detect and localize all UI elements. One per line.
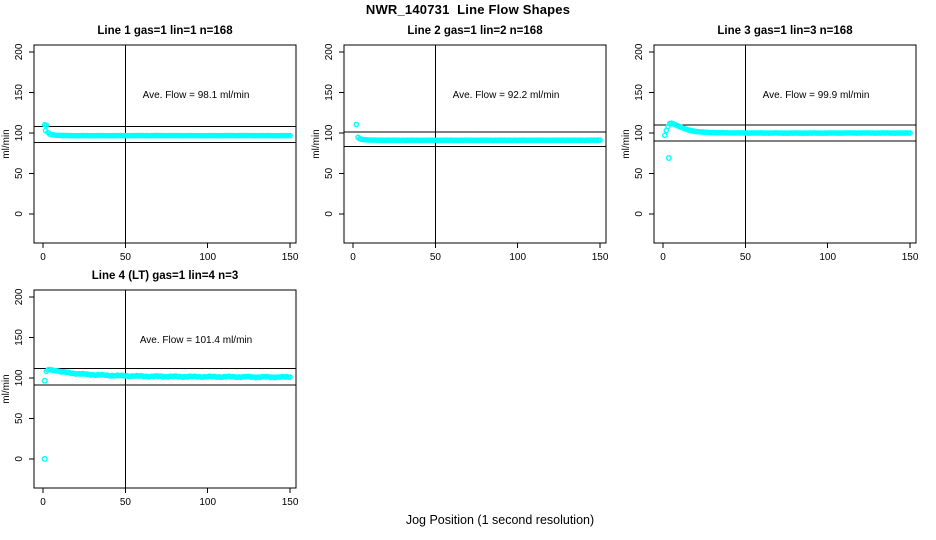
x-tick-label: 100 [199, 252, 216, 263]
y-tick-label: 200 [634, 43, 645, 60]
y-tick-label: 0 [634, 211, 645, 217]
x-tick-label: 50 [430, 252, 442, 263]
subplot-title: Line 1 gas=1 lin=1 n=168 [97, 25, 233, 37]
flow-point [907, 130, 913, 136]
x-tick-label: 100 [199, 497, 216, 508]
y-tick-label: 50 [14, 412, 25, 424]
y-tick-label: 200 [14, 288, 25, 305]
ave-flow-annotation: Ave. Flow = 101.4 ml/min [140, 335, 252, 346]
y-tick-label: 0 [14, 211, 25, 217]
y-tick-label: 100 [14, 124, 25, 141]
y-tick-label: 0 [14, 456, 25, 462]
x-tick-label: 150 [282, 497, 299, 508]
ave-flow-annotation: Ave. Flow = 92.2 ml/min [453, 90, 560, 101]
x-axis-label: Jog Position (1 second resolution) [405, 513, 595, 527]
plot-box [33, 289, 297, 489]
axes-group: 0 50 100 150 0 50 100 150 200 [14, 288, 299, 508]
axes-group: 0 50 100 150 0 50 100 150 200 [634, 43, 919, 263]
ave-flow-annotation: Ave. Flow = 98.1 ml/min [143, 90, 250, 101]
subplot-svg: Line 3 gas=1 lin=3 n=168 0 50 100 150 0 50 100 1… [621, 25, 919, 263]
x-tick-label: 0 [660, 252, 666, 263]
flow-point [41, 455, 48, 462]
figure-title: NWR_140731 Line Flow Shapes [365, 2, 571, 17]
y-axis-title: ml/min [1, 129, 12, 158]
flow-point [353, 121, 360, 128]
axes-group: 0 50 100 150 0 50 100 150 200 [14, 43, 299, 263]
plot-box [33, 44, 297, 244]
data-points-group [353, 121, 603, 144]
plot-panel-line-2: Line 2 gas=1 lin=2 n=168 0 50 100 150 0 50 100 1… [310, 20, 626, 265]
flow-point [287, 132, 293, 139]
x-tick-label: 150 [282, 252, 299, 263]
plot-panel-line-3: Line 3 gas=1 lin=3 n=168 0 50 100 150 0 50 100 1… [620, 20, 936, 265]
y-axis-title: ml/min [311, 129, 322, 158]
flow-point [661, 132, 668, 139]
y-axis-title: ml/min [621, 129, 632, 158]
axes-group: 0 50 100 150 0 50 100 150 200 [324, 43, 609, 263]
y-tick-label: 150 [14, 329, 25, 346]
subplot-svg: Line 2 gas=1 lin=2 n=168 0 50 100 150 0 50 100 1… [311, 25, 609, 263]
subplot-svg: Line 4 (LT) gas=1 lin=4 n=3 0 50 100 150 0 50 1… [1, 270, 299, 508]
x-tick-label: 0 [350, 252, 356, 263]
x-tick-label: 100 [509, 252, 526, 263]
flow-point [597, 137, 603, 143]
y-tick-label: 100 [324, 124, 335, 141]
y-tick-label: 200 [324, 43, 335, 60]
y-tick-label: 150 [634, 84, 645, 101]
x-tick-label: 0 [40, 252, 46, 263]
subplot-svg: Line 1 gas=1 lin=1 n=168 0 50 100 150 0 50 100 1… [1, 25, 299, 263]
plot-panel-line-4: Line 4 (LT) gas=1 lin=4 n=3 0 50 100 150 0 50 1… [0, 265, 316, 510]
x-tick-label: 100 [819, 252, 836, 263]
x-tick-label: 50 [120, 497, 132, 508]
flow-point [41, 377, 48, 384]
data-points-group [661, 120, 913, 162]
y-tick-label: 50 [324, 167, 335, 179]
plot-box [653, 44, 917, 244]
y-tick-label: 50 [14, 167, 25, 179]
flow-point [287, 374, 293, 380]
flow-point [43, 122, 50, 129]
y-tick-label: 200 [14, 43, 25, 60]
y-tick-label: 150 [14, 84, 25, 101]
data-points-group [41, 122, 293, 139]
ave-flow-annotation: Ave. Flow = 99.9 ml/min [763, 90, 870, 101]
y-tick-label: 100 [14, 369, 25, 386]
plot-panel-line-1: Line 1 gas=1 lin=1 n=168 0 50 100 150 0 50 100 1… [0, 20, 316, 265]
flow-point [665, 155, 672, 162]
y-tick-label: 0 [324, 211, 335, 217]
subplot-title: Line 2 gas=1 lin=2 n=168 [407, 25, 543, 37]
plot-box [343, 44, 607, 244]
x-tick-label: 150 [902, 252, 919, 263]
data-points-group [41, 366, 293, 462]
x-tick-label: 50 [740, 252, 752, 263]
subplot-title: Line 4 (LT) gas=1 lin=4 n=3 [92, 270, 238, 282]
y-tick-label: 50 [634, 167, 645, 179]
y-tick-label: 100 [634, 124, 645, 141]
x-tick-label: 150 [592, 252, 609, 263]
y-tick-label: 150 [324, 84, 335, 101]
y-axis-title: ml/min [1, 374, 12, 403]
subplot-title: Line 3 gas=1 lin=3 n=168 [717, 25, 853, 37]
x-tick-label: 0 [40, 497, 46, 508]
x-tick-label: 50 [120, 252, 132, 263]
